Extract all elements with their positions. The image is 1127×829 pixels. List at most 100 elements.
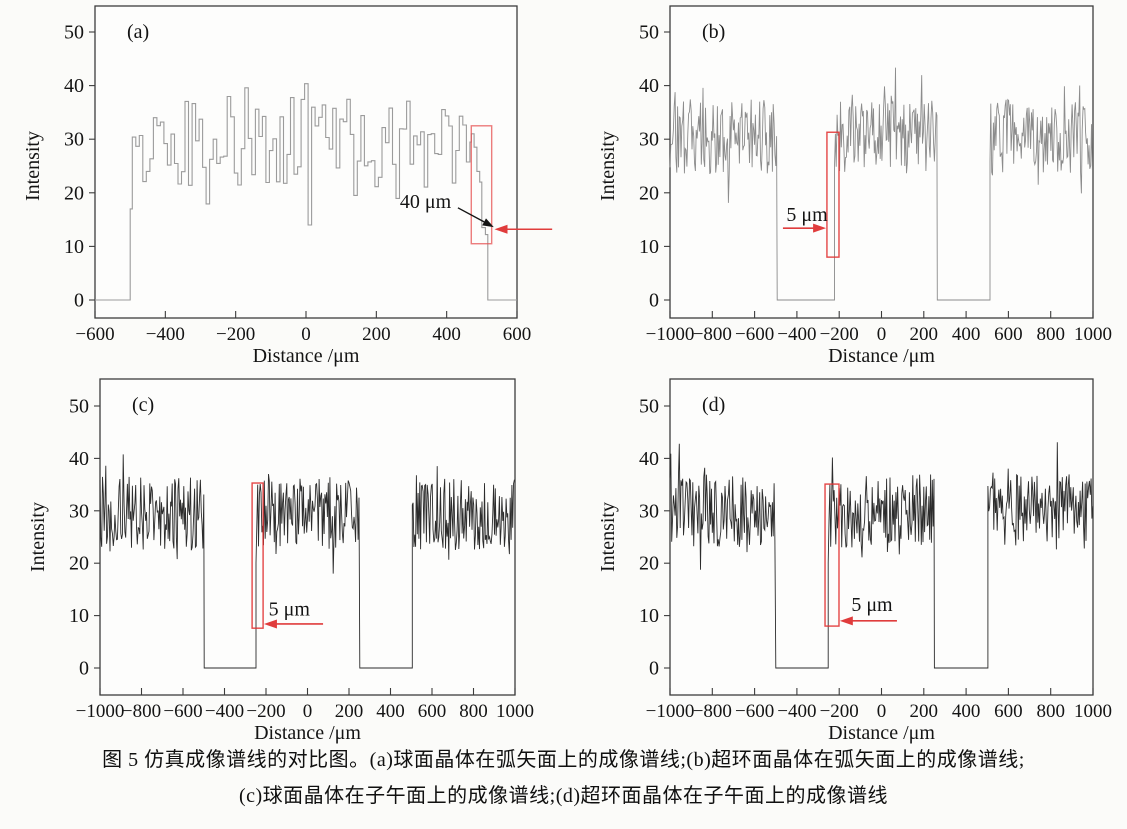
red-arrowhead — [494, 224, 508, 234]
signal-curve — [95, 83, 517, 301]
x-tick-label: 400 — [376, 701, 405, 722]
x-tick-label: 0 — [877, 701, 887, 722]
x-tick-label: 1000 — [496, 701, 534, 722]
red-arrowhead — [263, 619, 277, 629]
annotation-label: 5 μm — [851, 594, 893, 616]
y-tick-label: 0 — [79, 658, 89, 680]
x-tick-label: 600 — [994, 701, 1023, 722]
y-tick-label: 0 — [74, 290, 84, 312]
y-tick-label: 0 — [649, 290, 659, 312]
x-tick-label: 1000 — [1074, 324, 1112, 345]
y-tick-label: 30 — [639, 500, 659, 522]
y-tick-label: 50 — [639, 396, 659, 418]
y-tick-label: 20 — [639, 182, 659, 204]
panel-b-plot: −1000−800 −600 −400 −200 0 200 400 600 800 1000 0 1… — [597, 5, 1112, 367]
x-tick-label: 0 — [303, 701, 313, 722]
x-tick-label: −200 — [216, 324, 255, 345]
x-tick-label: −200 — [820, 324, 859, 345]
x-tick-label: 800 — [1036, 324, 1065, 345]
x-tick-label: 200 — [362, 324, 391, 345]
x-tick-label: −800 — [693, 324, 732, 345]
panel-d-plot: −1000−800 −600 −400 −200 0 200 400 600 800 1000 0 1… — [597, 378, 1112, 744]
y-tick-label: 0 — [649, 658, 659, 680]
highlight-box — [826, 131, 840, 258]
caption-line-1: 图 5 仿真成像谱线的对比图。(a)球面晶体在弧矢面上的成像谱线;(b)超环面晶… — [102, 749, 1025, 771]
y-tick-label: 20 — [69, 553, 89, 575]
x-tick-label: 400 — [952, 701, 981, 722]
axis-title-x: Distance /μm — [253, 345, 360, 367]
y-tick-label: 50 — [69, 396, 89, 418]
x-tick-label: 800 — [1036, 701, 1065, 722]
y-tick-label: 20 — [639, 553, 659, 575]
highlight-box — [470, 125, 493, 245]
x-tick-label: 200 — [335, 701, 364, 722]
y-tick-label: 30 — [639, 129, 659, 151]
y-tick-label: 40 — [639, 75, 659, 97]
x-tick-label: −600 — [163, 701, 202, 722]
black-arrowhead — [482, 218, 494, 228]
caption-line-2: (c)球面晶体在子午面上的成像谱线;(d)超环面晶体在子午面上的成像谱线 — [238, 785, 889, 807]
y-tick-label: 30 — [69, 500, 89, 522]
y-tick-label: 40 — [69, 448, 89, 470]
y-tick-label: 10 — [64, 236, 84, 258]
axis-title-y: Intensity — [597, 502, 619, 572]
x-tick-label: −800 — [122, 701, 161, 722]
x-tick-label: 0 — [877, 324, 887, 345]
axis-title-x: Distance /μm — [828, 722, 935, 744]
panel-letter: (b) — [702, 21, 725, 43]
x-tick-label: 1000 — [1074, 701, 1112, 722]
figure-caption: 图 5 仿真成像谱线的对比图。(a)球面晶体在弧矢面上的成像谱线;(b)超环面晶… — [0, 742, 1127, 814]
signal-curve — [669, 442, 1094, 669]
plot-frame — [669, 5, 1094, 319]
y-tick-label: 40 — [64, 75, 84, 97]
panel-letter: (c) — [132, 394, 154, 416]
x-tick-label: −200 — [820, 701, 859, 722]
panel-letter: (a) — [127, 21, 149, 43]
x-tick-label: 400 — [952, 324, 981, 345]
y-tick-label: 50 — [639, 22, 659, 44]
axis-title-y: Intensity — [22, 131, 44, 201]
signal-curve — [669, 67, 1093, 301]
highlight-box — [251, 482, 264, 629]
x-tick-label: −1000 — [76, 701, 125, 722]
panel-letter: (d) — [702, 394, 725, 416]
x-tick-label: −400 — [777, 324, 816, 345]
signal-curve — [99, 454, 515, 669]
x-tick-label: 400 — [432, 324, 461, 345]
x-tick-label: −800 — [693, 701, 732, 722]
highlight-box — [824, 483, 840, 627]
axis-title-x: Distance /μm — [828, 345, 935, 367]
x-tick-label: −600 — [735, 324, 774, 345]
x-tick-label: −400 — [777, 701, 816, 722]
x-tick-label: 600 — [418, 701, 447, 722]
y-tick-label: 40 — [639, 448, 659, 470]
y-tick-label: 20 — [64, 182, 84, 204]
red-arrowhead — [839, 616, 853, 626]
panel-c-plot: −1000−800 −600 −400 −200 0 200 400 600 800 1000 0 1… — [27, 378, 534, 744]
x-tick-label: −1000 — [646, 701, 695, 722]
plot-frame — [99, 378, 516, 696]
y-tick-label: 50 — [64, 22, 84, 44]
annotation-label: 5 μm — [269, 598, 311, 620]
black-arrow — [457, 207, 485, 223]
axis-title-y: Intensity — [597, 131, 619, 201]
x-tick-label: 0 — [301, 324, 311, 345]
y-tick-label: 10 — [639, 236, 659, 258]
x-tick-label: −200 — [246, 701, 285, 722]
x-tick-label: 800 — [459, 701, 488, 722]
plot-frame — [94, 5, 518, 319]
axis-title-x: Distance /μm — [254, 722, 361, 744]
annotation-label: 5 μm — [786, 204, 828, 226]
y-tick-label: 30 — [64, 129, 84, 151]
x-tick-label: −600 — [75, 324, 114, 345]
y-tick-label: 10 — [69, 605, 89, 627]
panel-a-plot: −600 −400 −200 0 200 400 600 0 10 20 30 40 50 Distanc… — [22, 5, 553, 367]
plot-frame — [669, 378, 1094, 696]
y-tick-label: 10 — [639, 605, 659, 627]
x-tick-label: −600 — [735, 701, 774, 722]
x-tick-label: 200 — [910, 701, 939, 722]
x-tick-label: 600 — [503, 324, 532, 345]
x-tick-label: −1000 — [646, 324, 695, 345]
annotation-label: 40 μm — [400, 191, 452, 213]
